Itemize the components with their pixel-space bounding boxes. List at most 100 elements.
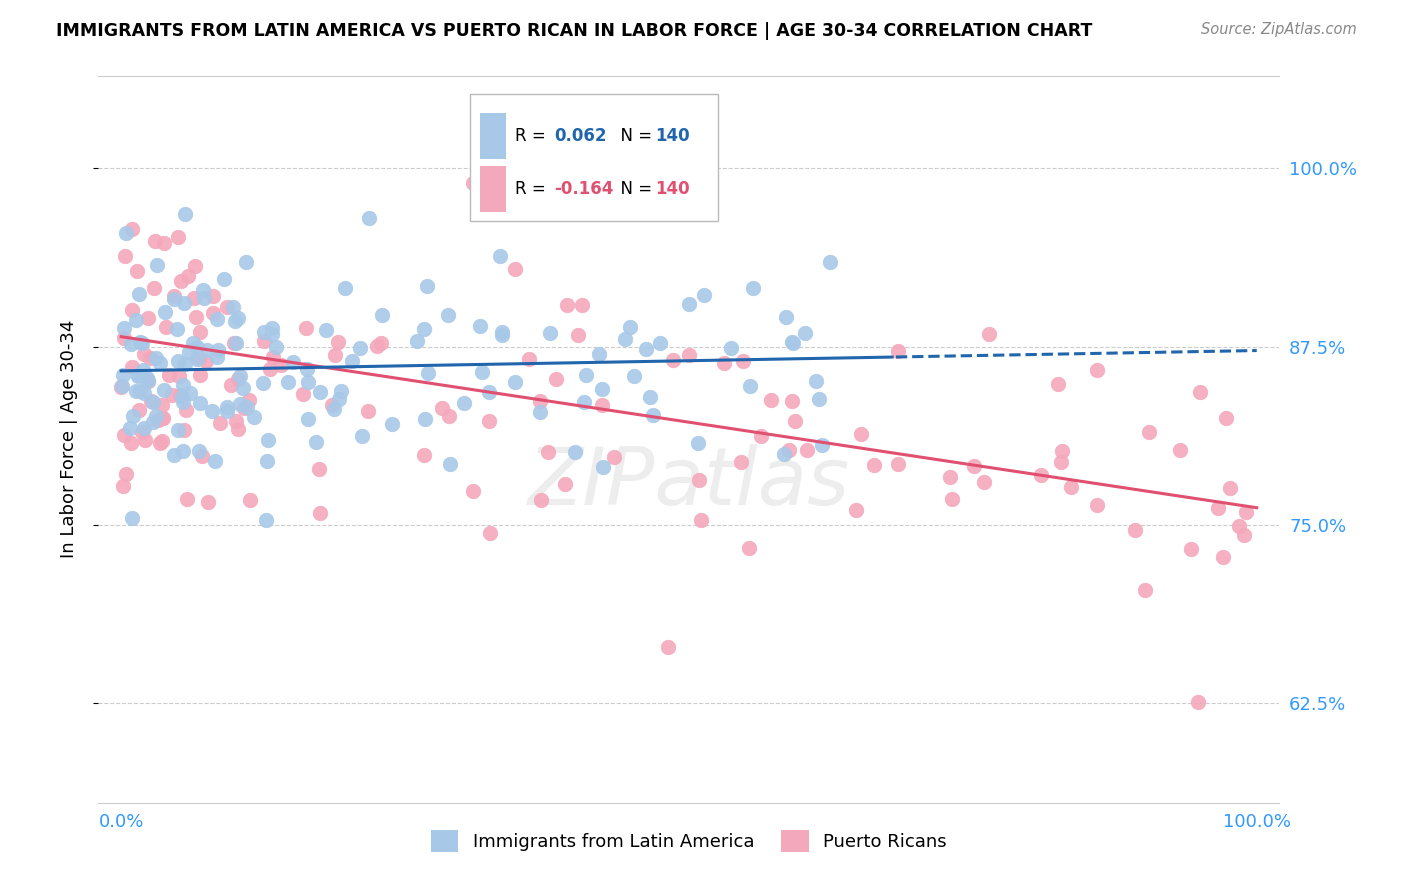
Point xyxy=(110,380,132,394)
Point xyxy=(183,291,205,305)
Point xyxy=(478,414,501,428)
Point xyxy=(172,394,194,409)
Point xyxy=(1085,498,1108,512)
Point xyxy=(226,311,249,326)
Point xyxy=(207,351,229,365)
Point xyxy=(149,356,172,370)
Point xyxy=(187,351,209,365)
Point xyxy=(780,335,803,350)
Point xyxy=(730,455,752,469)
Point xyxy=(811,437,834,451)
Point xyxy=(738,541,761,555)
Point xyxy=(412,448,434,462)
Point xyxy=(643,408,665,422)
Point xyxy=(173,423,195,437)
Point xyxy=(463,176,485,190)
Point xyxy=(125,384,148,398)
FancyBboxPatch shape xyxy=(471,94,718,221)
Point xyxy=(544,371,567,385)
Point xyxy=(503,375,526,389)
Point xyxy=(120,336,142,351)
Point xyxy=(773,447,796,461)
Point xyxy=(132,363,155,377)
Point xyxy=(571,298,593,312)
Point xyxy=(330,384,353,399)
Point xyxy=(134,433,156,447)
Point xyxy=(132,347,155,361)
Point xyxy=(229,368,252,383)
Point xyxy=(277,375,299,389)
Point xyxy=(176,492,198,507)
Point xyxy=(146,259,169,273)
Text: 140: 140 xyxy=(655,180,689,198)
Point xyxy=(172,443,194,458)
Point xyxy=(163,292,186,306)
Point xyxy=(136,374,159,388)
Point xyxy=(177,268,200,283)
Point xyxy=(963,459,986,474)
Point xyxy=(114,249,136,263)
Point xyxy=(153,236,176,251)
Point xyxy=(204,453,226,467)
Point xyxy=(201,305,224,319)
Point xyxy=(129,335,152,350)
Point xyxy=(939,470,962,484)
Point xyxy=(529,393,551,408)
Point xyxy=(122,409,145,423)
Point xyxy=(478,525,501,540)
Point xyxy=(131,425,153,439)
Point xyxy=(780,394,803,409)
Point xyxy=(215,403,238,417)
Point xyxy=(478,385,501,400)
Point xyxy=(1215,411,1237,425)
Text: R =: R = xyxy=(516,180,551,198)
Point xyxy=(112,321,135,335)
Point xyxy=(973,475,995,489)
Point xyxy=(225,414,247,428)
Point xyxy=(461,483,484,498)
Point xyxy=(264,340,287,354)
Point xyxy=(256,454,278,468)
Point xyxy=(366,338,388,352)
Point xyxy=(977,326,1000,341)
Point xyxy=(567,328,589,343)
Point xyxy=(111,379,134,393)
Point xyxy=(166,322,188,336)
Point xyxy=(142,281,165,295)
Point xyxy=(491,328,513,343)
Point xyxy=(775,310,797,324)
Point xyxy=(121,510,143,524)
Point xyxy=(169,388,191,402)
Point xyxy=(818,254,841,268)
Point xyxy=(761,392,783,407)
Point xyxy=(253,325,276,339)
Point xyxy=(688,473,710,487)
Point xyxy=(152,411,174,425)
Point xyxy=(1060,479,1083,493)
Point xyxy=(224,314,246,328)
Point xyxy=(1206,501,1229,516)
Point xyxy=(1188,385,1211,400)
Point xyxy=(208,417,231,431)
Point xyxy=(228,396,250,410)
Point xyxy=(112,479,135,493)
FancyBboxPatch shape xyxy=(479,166,506,212)
Point xyxy=(212,272,235,286)
Point xyxy=(430,401,453,415)
Point xyxy=(153,305,176,319)
Point xyxy=(315,323,337,337)
Point xyxy=(162,388,184,402)
Point xyxy=(505,262,527,277)
Point xyxy=(157,368,180,382)
Point xyxy=(145,351,167,365)
Point xyxy=(238,393,260,408)
Point xyxy=(173,295,195,310)
Text: N =: N = xyxy=(610,128,657,145)
Point xyxy=(555,297,578,311)
Point xyxy=(195,343,218,357)
Point xyxy=(437,409,460,423)
Point xyxy=(167,353,190,368)
Point xyxy=(1219,481,1241,495)
Point xyxy=(690,513,713,527)
Point xyxy=(186,351,208,366)
